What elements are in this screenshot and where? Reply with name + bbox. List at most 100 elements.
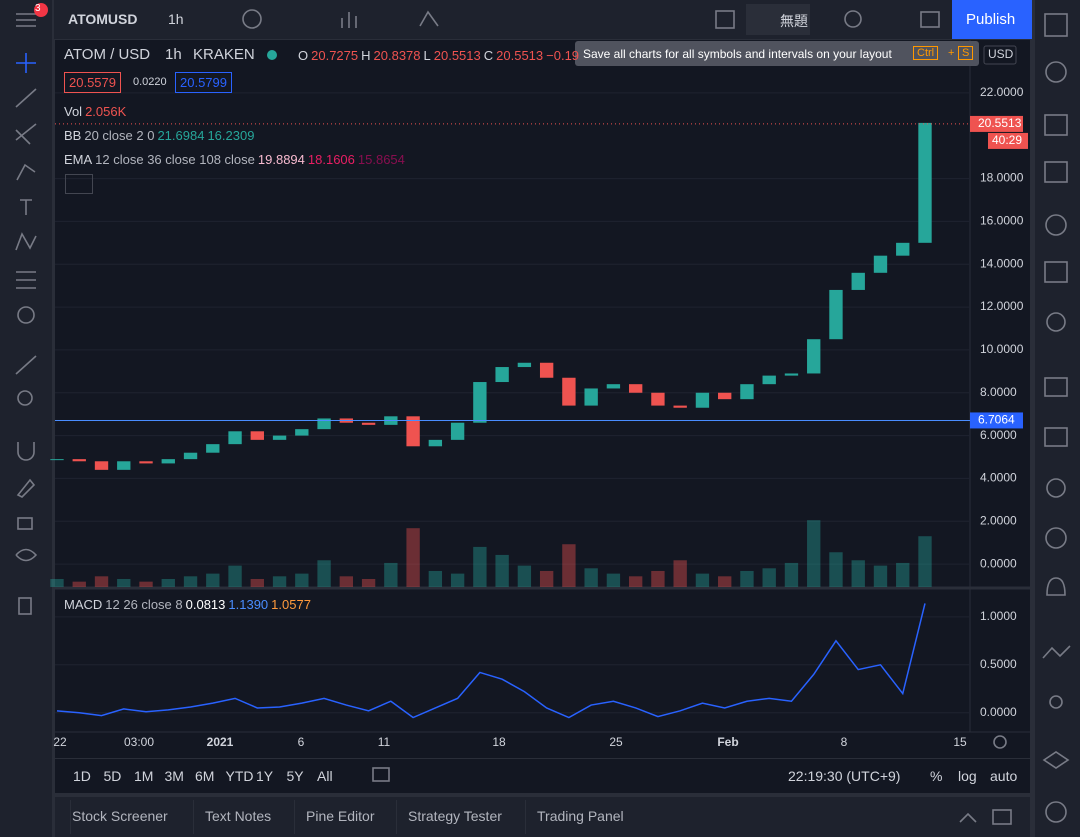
candle [250,431,264,440]
volume-bar [807,520,821,587]
candle [361,422,376,425]
y-tick-label: 12.0000 [980,299,1024,313]
ohlc-label: C [483,48,494,63]
ohlc-value: 20.8378 [373,48,421,63]
volume-bar [673,560,687,587]
tab-separator [525,800,526,834]
indicator-value: 15.8654 [357,152,405,167]
currency-bg [983,45,1017,65]
volume-bar [117,578,131,587]
current-price-label: 20.5513 [978,116,1022,130]
y-tick-label: 8.0000 [980,385,1017,399]
hline-label-bg [970,412,1023,429]
candle [784,373,799,376]
notification-badge [34,3,48,17]
bottom-tab[interactable]: Text Notes [205,808,272,824]
candle [517,362,532,368]
volume-bar [873,565,888,587]
bottom-tab[interactable]: Strategy Tester [408,808,502,824]
indicator-name: MACD [64,597,103,612]
candle [50,459,64,461]
volume-bar [183,576,198,587]
tooltip [575,41,979,66]
ask: 20.5799 [175,72,232,93]
candle [584,388,598,406]
publish-label[interactable]: Publish [966,11,1016,28]
candle [673,405,687,408]
scale-option: log [958,768,977,784]
indicator-params: 12 close 36 close 108 close [95,152,255,167]
layout-name[interactable]: 無題 [780,13,808,29]
indicator-legend: EMA 12 close 36 close 108 close 19.8894 18.… [64,152,408,167]
volume-bar [161,578,175,587]
timeframe-button: 5Y [286,768,304,784]
top-bar [54,0,1032,39]
chart-area [55,40,1030,758]
volume-bar [361,578,376,587]
candle [94,461,109,470]
ohlc-label: H [361,48,371,63]
candle [117,461,131,470]
collapse-legend[interactable] [65,174,93,194]
currency: USD [988,47,1014,61]
x-tick-label: 03:00 [124,735,154,749]
scale-option: auto [990,768,1018,784]
indicator-value: 0.0813 [185,597,226,612]
indicator-params: 20 close 2 0 [84,128,155,143]
volume-bar [784,562,799,587]
clock: 22:19:30 (UTC+9) [788,768,901,784]
publish-button[interactable] [952,0,1032,39]
countdown-bg [988,132,1028,149]
symbol-search[interactable]: ATOMUSD [68,11,138,27]
candle [918,122,932,243]
change: −0.19 [546,48,580,63]
volume-bar [206,573,220,587]
volume-bar [139,581,153,587]
tab-separator [193,800,194,834]
candle [562,377,576,406]
interval[interactable]: 1h [168,11,184,27]
volume-bar [473,546,487,587]
volume-bar [851,560,865,587]
market-status [267,50,277,60]
volume-bar [718,576,732,587]
indicator-params: 12 26 close 8 [105,597,183,612]
volume-bar [539,570,554,587]
timeframe-button: 5D [103,768,122,784]
indicator-value: 1.0577 [271,597,311,612]
badge-count: 3 [35,3,41,14]
volume-bar [406,528,420,587]
tab-separator [294,800,295,834]
macd-tick-label: 0.5000 [980,657,1017,671]
candle [762,375,776,385]
candle [628,384,643,393]
indicator-value: 16.2309 [207,128,255,143]
x-tick-label: 22 [53,735,67,749]
candle [495,367,509,383]
indicator-value: 1.1390 [228,597,269,612]
tooltip-key: + [948,47,955,59]
x-tick-label: 25 [609,735,623,749]
ohlc-label: O [298,48,309,63]
candle [161,459,175,464]
candle [718,392,732,400]
indicator-name: BB [64,128,82,143]
timeframe-button: 6M [195,768,215,784]
volume-bar [918,536,932,587]
bottom-tab[interactable]: Trading Panel [537,808,624,824]
ohlc-row: O 20.7275 H 20.8378 L 20.5513 C 20.5513 −0.19 [298,48,582,63]
indicator-name: EMA [64,152,93,167]
volume-bar [72,581,86,587]
bottom-tab[interactable]: Pine Editor [306,808,375,824]
tab-bar [55,797,1030,837]
macd-legend: MACD 12 26 close 8 0.0813 1.1390 1.0577 [64,597,314,612]
legend-symbol: ATOM / USD [64,46,151,63]
volume-bar [339,576,354,587]
volume-bar [317,560,331,587]
bottom-tab[interactable]: Stock Screener [72,808,168,824]
timeframe-button: 1Y [256,768,274,784]
volume-bar [829,552,843,587]
candle [740,384,754,400]
